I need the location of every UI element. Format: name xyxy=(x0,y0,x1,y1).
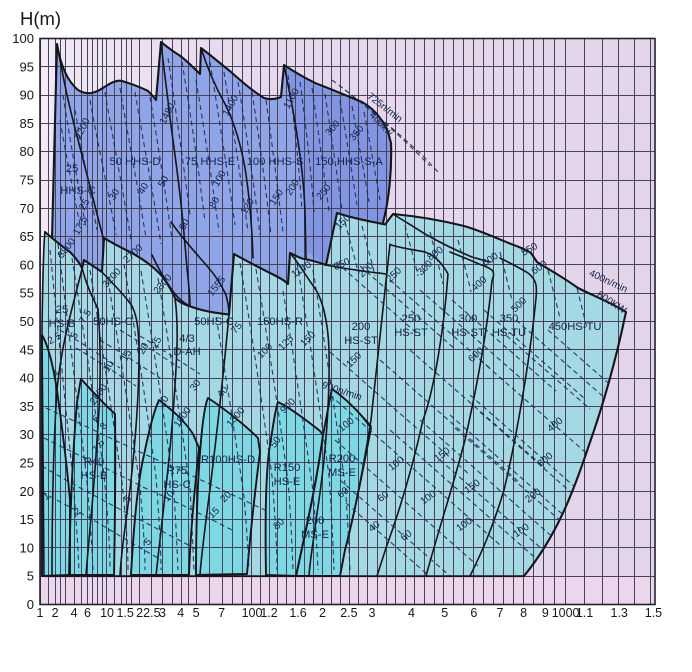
svg-text:50: 50 xyxy=(20,314,34,329)
svg-text:450HS-TU: 450HS-TU xyxy=(549,321,602,333)
svg-text:MS-E: MS-E xyxy=(328,467,356,479)
svg-text:1.5: 1.5 xyxy=(645,606,662,620)
svg-text:HS-ST: HS-ST xyxy=(394,327,428,339)
svg-text:4: 4 xyxy=(51,368,63,380)
svg-text:2: 2 xyxy=(72,506,83,518)
svg-text:65: 65 xyxy=(20,229,34,244)
svg-text:7: 7 xyxy=(218,606,225,620)
svg-text:HS-B: HS-B xyxy=(49,318,76,330)
svg-text:100 HHS-S: 100 HHS-S xyxy=(247,156,304,168)
svg-text:15: 15 xyxy=(119,348,134,364)
svg-text:10: 10 xyxy=(101,359,116,375)
svg-text:1.3: 1.3 xyxy=(611,606,628,620)
svg-text:25: 25 xyxy=(149,335,164,351)
svg-text:8: 8 xyxy=(520,606,527,620)
svg-text:80: 80 xyxy=(207,195,222,211)
svg-text:55: 55 xyxy=(20,286,34,301)
svg-text:8: 8 xyxy=(98,420,110,432)
svg-text:10: 10 xyxy=(100,606,114,620)
svg-text:4/3: 4/3 xyxy=(179,333,195,345)
svg-text:10: 10 xyxy=(20,540,34,555)
svg-text:30: 30 xyxy=(107,187,122,203)
svg-text:9: 9 xyxy=(542,606,549,620)
svg-text:75: 75 xyxy=(20,173,34,188)
svg-text:40: 40 xyxy=(20,371,34,386)
svg-text:45: 45 xyxy=(20,342,34,357)
svg-text:R40: R40 xyxy=(84,456,105,468)
svg-text:H(m): H(m) xyxy=(20,8,61,29)
svg-text:60: 60 xyxy=(20,257,34,272)
svg-text:50 HHS-D: 50 HHS-D xyxy=(110,156,161,168)
svg-text:HS-B: HS-B xyxy=(81,470,108,482)
svg-text:R150: R150 xyxy=(274,462,301,474)
svg-text:70: 70 xyxy=(20,201,34,216)
svg-text:3: 3 xyxy=(159,606,166,620)
svg-text:5: 5 xyxy=(441,606,448,620)
svg-text:60: 60 xyxy=(177,217,192,233)
svg-text:30: 30 xyxy=(20,427,34,442)
svg-text:0: 0 xyxy=(27,597,34,612)
svg-text:25: 25 xyxy=(20,456,34,471)
svg-text:6: 6 xyxy=(470,606,477,620)
svg-text:3: 3 xyxy=(369,606,376,620)
svg-text:250: 250 xyxy=(402,313,421,325)
svg-text:4: 4 xyxy=(408,606,415,620)
svg-text:R200: R200 xyxy=(329,453,356,465)
svg-text:2: 2 xyxy=(52,606,59,620)
svg-text:HS-E: HS-E xyxy=(274,476,301,488)
svg-text:200: 200 xyxy=(306,515,325,527)
svg-text:HS-C: HS-C xyxy=(163,479,190,491)
svg-text:HS-ST: HS-ST xyxy=(344,335,378,347)
svg-text:100: 100 xyxy=(12,31,34,46)
svg-text:HS-TU: HS-TU xyxy=(492,327,526,339)
svg-text:50: 50 xyxy=(156,174,171,190)
svg-text:6: 6 xyxy=(84,606,91,620)
svg-text:300: 300 xyxy=(459,313,478,325)
svg-text:200: 200 xyxy=(352,321,371,333)
svg-text:20: 20 xyxy=(20,484,34,499)
svg-text:D-AH: D-AH xyxy=(173,346,200,358)
svg-text:100: 100 xyxy=(242,606,263,620)
svg-text:5: 5 xyxy=(27,569,34,584)
svg-text:1: 1 xyxy=(37,606,44,620)
svg-text:25: 25 xyxy=(77,197,92,213)
svg-text:40: 40 xyxy=(136,181,151,197)
svg-text:2.5: 2.5 xyxy=(340,606,357,620)
svg-text:1.6: 1.6 xyxy=(289,606,306,620)
svg-text:1: 1 xyxy=(42,490,53,503)
svg-text:1.5: 1.5 xyxy=(116,606,133,620)
svg-text:7: 7 xyxy=(496,606,503,620)
svg-text:2: 2 xyxy=(319,606,326,620)
svg-text:75 HHS-E: 75 HHS-E xyxy=(185,156,235,168)
svg-text:150HS-R: 150HS-R xyxy=(257,316,303,328)
svg-text:4: 4 xyxy=(71,606,78,620)
svg-text:5: 5 xyxy=(193,606,200,620)
svg-text:150 HHS-S-A: 150 HHS-S-A xyxy=(315,156,383,168)
svg-text:R75: R75 xyxy=(167,465,188,477)
svg-text:1.1: 1.1 xyxy=(576,606,593,620)
svg-text:HHS-C: HHS-C xyxy=(60,185,95,197)
svg-text:95: 95 xyxy=(20,59,34,74)
svg-text:15: 15 xyxy=(20,512,34,527)
svg-text:4: 4 xyxy=(177,606,184,620)
svg-text:2.5: 2.5 xyxy=(143,606,160,620)
svg-text:35: 35 xyxy=(20,399,34,414)
svg-text:50HS-C: 50HS-C xyxy=(93,316,133,328)
svg-text:2: 2 xyxy=(136,606,143,620)
svg-text:1000: 1000 xyxy=(552,606,580,620)
svg-text:HS-ST: HS-ST xyxy=(451,327,485,339)
svg-text:5: 5 xyxy=(69,330,82,341)
svg-text:20: 20 xyxy=(136,341,151,357)
svg-text:80: 80 xyxy=(20,144,34,159)
svg-text:1.2: 1.2 xyxy=(260,606,277,620)
svg-text:25: 25 xyxy=(56,304,68,316)
svg-text:50HS-C: 50HS-C xyxy=(194,316,234,328)
svg-text:MS-E: MS-E xyxy=(301,529,329,541)
svg-text:350: 350 xyxy=(500,313,519,325)
svg-text:R100HS-D: R100HS-D xyxy=(201,454,255,466)
svg-text:90: 90 xyxy=(20,88,34,103)
svg-text:85: 85 xyxy=(20,116,34,131)
svg-text:25: 25 xyxy=(66,163,78,175)
